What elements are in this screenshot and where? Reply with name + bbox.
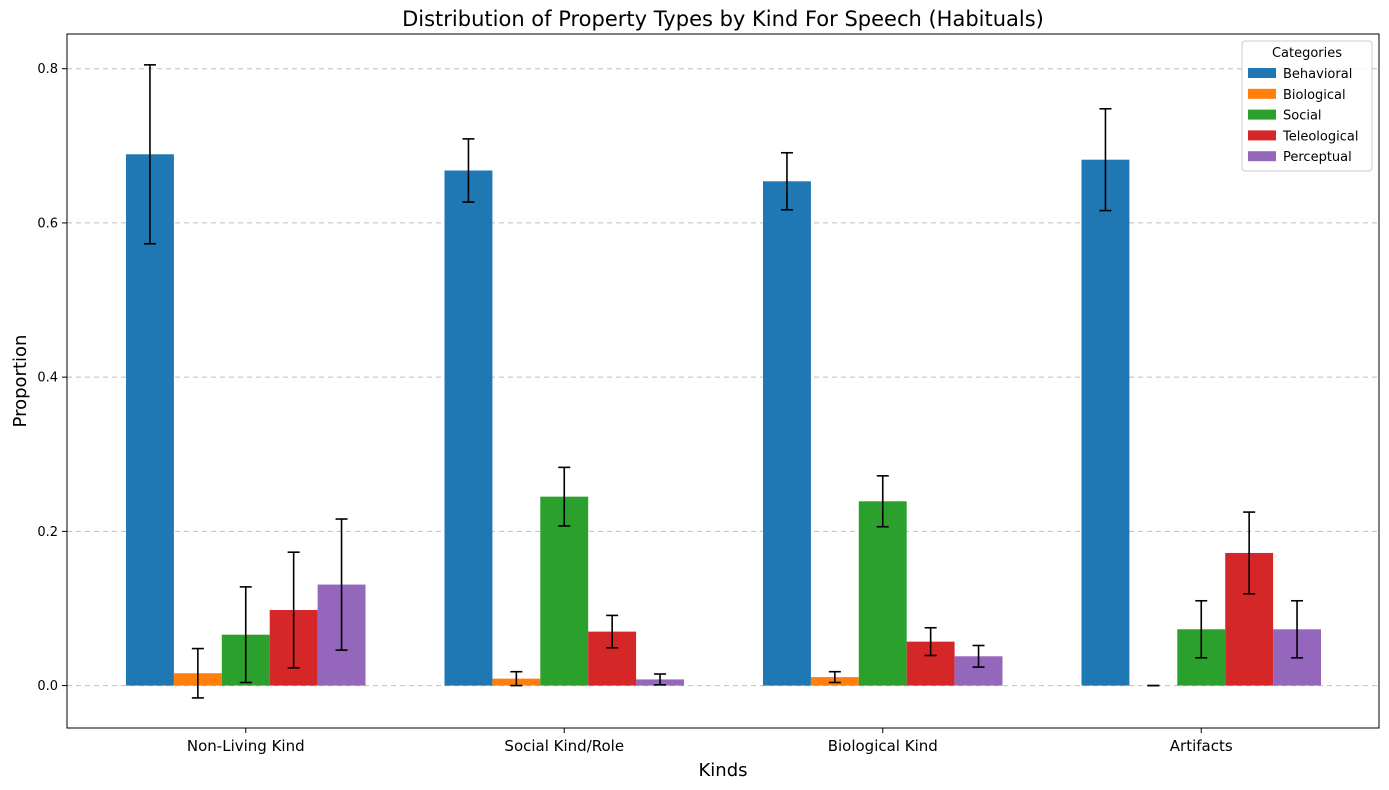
legend-title: Categories (1272, 46, 1342, 61)
bar (858, 501, 907, 686)
y-gridlines (67, 68, 1379, 687)
legend-swatch (1248, 130, 1276, 141)
bar (444, 170, 493, 686)
legend-label: Perceptual (1283, 150, 1352, 165)
legend-swatch (1248, 109, 1276, 120)
x-axis-label: Kinds (698, 760, 747, 781)
x-axis-ticks: Non-Living Kind Social Kind/Role Biologica… (187, 728, 1233, 755)
y-tick-label: 0.4 (37, 371, 58, 386)
legend-label: Behavioral (1283, 67, 1352, 82)
y-tick-label: 0.0 (37, 679, 58, 694)
bar (1081, 159, 1130, 686)
legend-label: Social (1283, 109, 1322, 124)
bar (763, 181, 811, 686)
legend-label: Biological (1283, 88, 1346, 103)
y-axis-label: Proportion (10, 335, 31, 428)
legend-swatch (1248, 88, 1276, 99)
x-tick-label: Non-Living Kind (187, 737, 305, 755)
legend-swatch (1248, 68, 1276, 78)
legend-label: Teleological (1282, 129, 1358, 144)
legend: Categories Behavioral Biological Social Tele… (1241, 40, 1373, 172)
bar (540, 496, 589, 686)
y-tick-label: 0.2 (37, 525, 58, 540)
legend-swatch (1248, 151, 1276, 162)
error-bars (143, 64, 1304, 699)
x-tick-label: Artifacts (1170, 737, 1233, 755)
y-axis-ticks: 0.0 0.2 0.4 0.6 0.8 (37, 62, 67, 694)
bars (126, 154, 1321, 686)
y-tick-label: 0.8 (37, 62, 58, 77)
x-tick-label: Social Kind/Role (504, 737, 624, 755)
x-tick-label: Biological Kind (828, 737, 938, 755)
plot-frame (66, 33, 1380, 729)
chart-title: Distribution of Property Types by Kind F… (402, 7, 1044, 31)
y-tick-label: 0.6 (37, 216, 58, 231)
